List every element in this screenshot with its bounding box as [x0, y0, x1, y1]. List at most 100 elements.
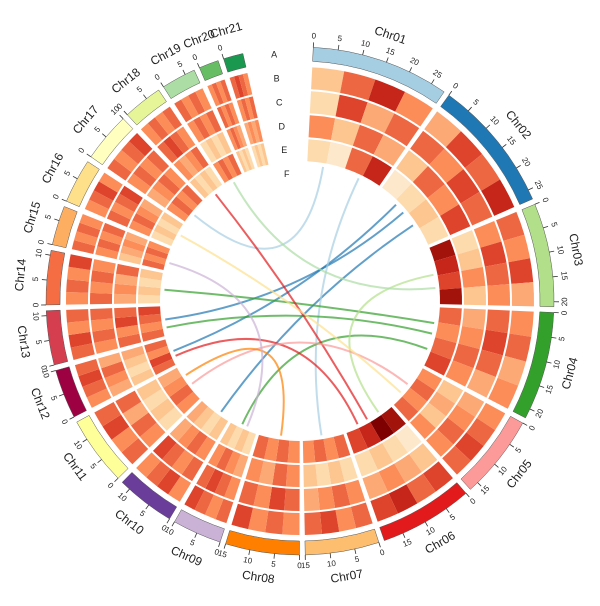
heat-cell: [66, 309, 89, 322]
tick-label: 5: [49, 394, 59, 402]
tick-mark: [355, 549, 356, 554]
link: [216, 194, 367, 419]
tick-mark: [49, 365, 54, 366]
track-label: A: [271, 50, 277, 60]
chromosome-name: Chr04: [559, 355, 581, 391]
link: [192, 342, 407, 384]
tick-mark: [98, 460, 102, 463]
tick-label: 0: [36, 238, 46, 245]
tick-mark: [495, 464, 499, 467]
tick-label: 0: [106, 481, 116, 491]
tick-label: 0: [217, 43, 224, 53]
tick-mark: [219, 542, 221, 547]
track-label: D: [278, 121, 285, 131]
track-label: E: [281, 145, 287, 155]
tick-label: 15: [401, 537, 413, 549]
heat-cell: [510, 311, 534, 337]
tick-mark: [549, 251, 554, 252]
tick-mark: [449, 91, 452, 95]
tick-label: 5: [337, 34, 343, 44]
tick-mark: [363, 50, 364, 55]
tick-mark: [146, 505, 149, 509]
heat-cell: [286, 465, 300, 487]
tick-label: 0: [527, 424, 537, 433]
chromosome-band: [199, 61, 222, 81]
tick-label: 10: [555, 245, 566, 256]
tick-label: 20: [560, 297, 569, 306]
tick-label: 20: [409, 56, 421, 68]
tick-mark: [535, 202, 540, 204]
tick-mark: [274, 554, 275, 559]
chromosome-name: Chr16: [39, 150, 67, 186]
heat-cell: [303, 440, 315, 463]
tick-label: 5: [557, 336, 567, 342]
tick-label: 0: [153, 72, 162, 82]
tick-mark: [195, 533, 197, 538]
tick-mark: [124, 111, 127, 115]
tick-label: 10: [360, 38, 371, 49]
tick-mark: [54, 219, 59, 221]
chromosome-band: [46, 310, 68, 365]
chromosome-name: Chr01: [373, 23, 409, 47]
tick-mark: [120, 115, 123, 119]
tick-mark: [516, 165, 520, 168]
tick-label: 10: [488, 114, 501, 127]
tick-mark: [102, 134, 106, 137]
tick-label: 15: [301, 561, 311, 570]
tick-label: 0: [31, 303, 40, 308]
heat-cell: [138, 295, 160, 304]
links: [164, 167, 435, 436]
heat-cell: [66, 292, 88, 305]
tick-mark: [126, 489, 129, 493]
tick-mark: [446, 509, 449, 513]
track-label: C: [276, 97, 283, 107]
tick-label: 0: [51, 192, 61, 200]
track-label: F: [284, 169, 290, 179]
tick-label: 5: [549, 221, 559, 228]
heat-cell: [303, 464, 317, 487]
tick-mark: [338, 45, 339, 50]
tick-mark: [222, 54, 224, 59]
tick-label: 0: [560, 310, 569, 315]
tick-label: 5: [31, 276, 40, 282]
tick-mark: [502, 144, 506, 147]
heat-cell: [463, 286, 486, 305]
tick-label: 0: [379, 547, 387, 557]
heat-cell: [282, 512, 299, 535]
chromosome-name: Chr07: [329, 567, 364, 586]
heat-cell: [440, 288, 462, 305]
chromosome-name: Chr13: [15, 325, 34, 360]
chromosome-name: Chr03: [566, 232, 586, 267]
tick-label: 0: [60, 418, 70, 427]
tick-label: 10: [424, 525, 437, 537]
tick-label: 5: [354, 554, 361, 564]
tick-mark: [44, 341, 49, 342]
tick-label: 5: [513, 445, 523, 454]
chromosome-name: Chr14: [12, 258, 29, 292]
tick-label: 5: [34, 339, 44, 345]
chromosome-name: Chr09: [169, 543, 205, 569]
tick-label: 15: [544, 383, 556, 395]
heat-cell: [90, 308, 113, 320]
tick-label: 10: [72, 439, 85, 452]
tick-label: 0: [311, 31, 316, 40]
tick-mark: [62, 199, 67, 201]
heat-cell: [307, 139, 330, 163]
chromosome-name: Chr15: [20, 199, 43, 235]
tick-mark: [183, 70, 185, 74]
tick-mark: [510, 444, 514, 447]
link: [165, 213, 403, 320]
tick-label: 0: [297, 561, 302, 570]
tick-label: 5: [271, 560, 277, 569]
tick-mark: [425, 522, 427, 526]
tick-mark: [59, 394, 64, 396]
heat-cell: [310, 91, 340, 116]
heat-cell: [311, 67, 344, 92]
tick-label: 5: [88, 462, 98, 472]
tick-mark: [466, 493, 469, 497]
tick-mark: [330, 553, 331, 558]
tick-mark: [51, 371, 56, 372]
chromosome-name: Chr21: [208, 19, 244, 41]
tick-label: 5: [176, 59, 185, 69]
